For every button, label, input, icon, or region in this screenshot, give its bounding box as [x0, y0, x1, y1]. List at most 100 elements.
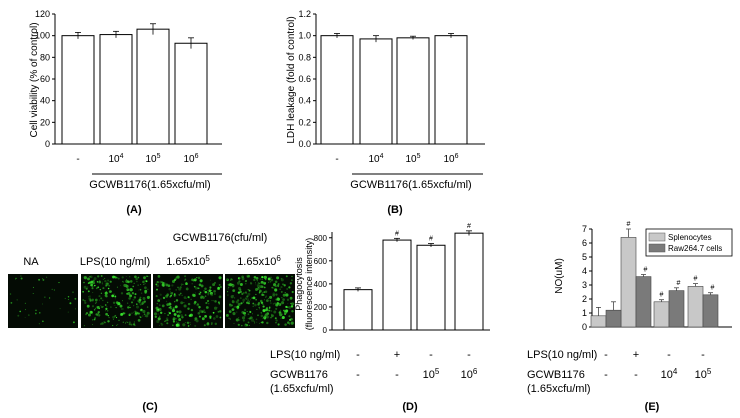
fluorescent-cell: [9, 293, 12, 295]
panel-e-y-tick-label: 1: [582, 308, 587, 318]
fluorescent-cell: [204, 315, 207, 318]
micrograph-image: [153, 274, 223, 328]
panel-e-y-tick-label: 0: [582, 322, 587, 332]
fluorescent-cell: [16, 299, 18, 301]
fluorescent-cell: [120, 284, 122, 286]
fluorescent-cell: [262, 303, 264, 306]
fluorescent-cell: [74, 308, 76, 310]
fluorescent-cell: [207, 291, 210, 295]
fluorescent-cell: [156, 319, 160, 324]
fluorescent-cell: [121, 276, 124, 279]
fluorescent-cell: [205, 306, 209, 309]
fluorescent-cell: [97, 275, 100, 278]
fluorescent-cell: [238, 280, 241, 283]
fluorescent-cell: [95, 313, 98, 316]
fluorescent-cell: [157, 313, 159, 315]
panel-d-bar: [382, 239, 412, 331]
fluorescent-cell: [115, 301, 119, 304]
panel-d-letter: (D): [402, 401, 418, 413]
fluorescent-cell: [131, 292, 135, 295]
fluorescent-cell: [142, 315, 144, 317]
fluorescent-cell: [101, 283, 103, 285]
fluorescent-cell: [275, 322, 277, 324]
fluorescent-cell: [277, 323, 280, 326]
panel-b-y-tick-label: 1.0: [298, 31, 311, 41]
fluorescent-cell: [59, 308, 61, 310]
panel-b-category-label: 105: [405, 153, 420, 165]
panel-e-bar-raw264: [605, 309, 622, 328]
fluorescent-cell: [138, 301, 141, 304]
panel-e-row1-value: -: [701, 349, 705, 361]
fluorescent-cell: [42, 320, 44, 323]
fluorescent-cell: [94, 284, 96, 287]
fluorescent-cell: [203, 290, 205, 292]
panel-a-category-label: 104: [108, 153, 123, 165]
fluorescent-cell: [218, 283, 221, 286]
fluorescent-cell: [92, 282, 95, 285]
panel-e-row1-value: +: [633, 349, 639, 361]
fluorescent-cell: [165, 283, 169, 287]
fluorescent-cell: [263, 315, 266, 317]
fluorescent-cell: [165, 300, 168, 303]
fluorescent-cell: [284, 292, 286, 294]
fluorescent-cell: [258, 287, 260, 289]
fluorescent-cell: [227, 286, 230, 289]
fluorescent-cell: [105, 282, 109, 286]
panel-e-significance-mark: #: [677, 280, 681, 287]
fluorescent-cell: [19, 310, 22, 313]
fluorescent-cell: [83, 281, 85, 284]
fluorescent-cell: [291, 279, 293, 281]
fluorescent-cell: [175, 323, 179, 327]
fluorescent-cell: [250, 282, 253, 285]
fluorescent-cell: [108, 284, 111, 287]
panel-e-significance-mark: #: [711, 285, 715, 292]
panel-d-row2-value: -: [395, 369, 399, 381]
panel-c-image-label: LPS(10 ng/ml): [80, 256, 150, 268]
fluorescent-cell: [247, 300, 249, 302]
fluorescent-cell: [170, 294, 172, 297]
fluorescent-cell: [252, 305, 254, 307]
fluorescent-cell: [287, 303, 289, 305]
panel-d-significance-mark: #: [395, 230, 399, 237]
fluorescent-cell: [188, 314, 192, 317]
fluorescent-cell: [280, 290, 283, 293]
fluorescent-cell: [239, 290, 242, 294]
panel-b-group-label: GCWB1176(1.65xcfu/ml): [350, 179, 471, 191]
fluorescent-cell: [266, 315, 269, 319]
fluorescent-cell: [176, 310, 179, 313]
fluorescent-cell: [197, 312, 201, 315]
fluorescent-cell: [170, 307, 172, 310]
fluorescent-cell: [143, 276, 146, 280]
fluorescent-cell: [185, 282, 188, 286]
fluorescent-cell: [102, 278, 104, 280]
fluorescent-cell: [98, 280, 102, 284]
fluorescent-cell: [248, 324, 250, 326]
panel-e-bar-raw264: [668, 290, 685, 328]
fluorescent-cell: [94, 307, 97, 310]
fluorescent-cell: [131, 312, 133, 314]
panel-a-bar: [136, 28, 170, 145]
fluorescent-cell: [241, 275, 244, 279]
fluorescent-cell: [117, 277, 120, 280]
fluorescent-cell: [115, 307, 117, 309]
fluorescent-cell: [198, 292, 201, 296]
fluorescent-cell: [112, 318, 114, 320]
fluorescent-cell: [38, 278, 41, 281]
fluorescent-cell: [116, 286, 118, 288]
fluorescent-cell: [82, 291, 84, 293]
fluorescent-cell: [175, 288, 178, 291]
fluorescent-cell: [177, 314, 180, 318]
fluorescent-cell: [212, 283, 216, 287]
fluorescent-cell: [89, 276, 91, 278]
fluorescent-cell: [259, 282, 261, 285]
fluorescent-cell: [112, 301, 116, 305]
fluorescent-cell: [144, 286, 147, 290]
fluorescent-cell: [276, 284, 280, 287]
fluorescent-cell: [259, 278, 262, 280]
fluorescent-cell: [175, 295, 177, 297]
fluorescent-cell: [133, 282, 135, 285]
fluorescent-cell: [239, 288, 242, 292]
fluorescent-cell: [100, 305, 102, 306]
fluorescent-cell: [166, 319, 169, 322]
